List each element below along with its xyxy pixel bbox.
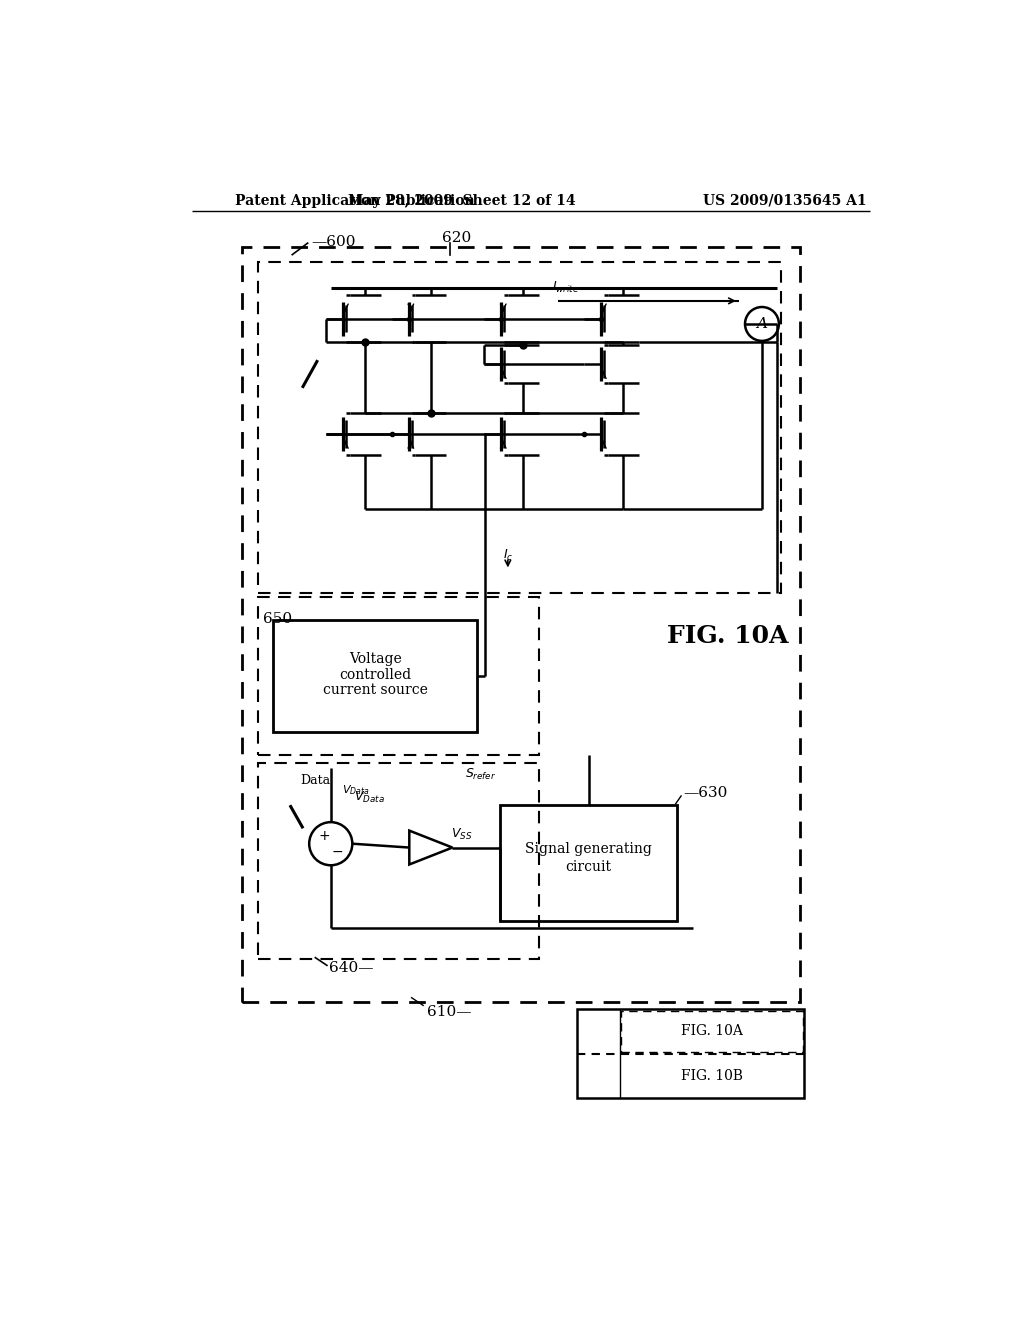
Text: Signal generating: Signal generating	[525, 842, 652, 857]
Text: $V_{Data}$: $V_{Data}$	[342, 783, 370, 797]
Text: $I_{write}$: $I_{write}$	[552, 280, 580, 294]
Text: FIG. 10A: FIG. 10A	[667, 624, 788, 648]
Text: 610—: 610—	[427, 1005, 471, 1019]
Text: 640—: 640—	[330, 961, 374, 975]
Text: —600: —600	[311, 235, 356, 248]
Text: $S_{refer}$: $S_{refer}$	[465, 767, 497, 781]
Text: Voltage: Voltage	[348, 652, 401, 667]
Text: Data: Data	[300, 774, 331, 787]
Text: circuit: circuit	[565, 859, 611, 874]
Text: 620: 620	[442, 231, 472, 244]
Text: −: −	[331, 845, 343, 858]
Text: $V_{Data}$: $V_{Data}$	[354, 789, 385, 805]
Text: May 28, 2009  Sheet 12 of 14: May 28, 2009 Sheet 12 of 14	[348, 194, 575, 207]
Text: +: +	[318, 829, 331, 843]
Text: controlled: controlled	[339, 668, 411, 681]
Text: A: A	[757, 317, 767, 331]
Text: —630: —630	[683, 785, 728, 800]
Text: $V_{SS}$: $V_{SS}$	[451, 826, 472, 842]
Text: US 2009/0135645 A1: US 2009/0135645 A1	[703, 194, 867, 207]
Text: Patent Application Publication: Patent Application Publication	[234, 194, 474, 207]
Text: FIG. 10B: FIG. 10B	[681, 1069, 742, 1082]
Text: FIG. 10A: FIG. 10A	[681, 1024, 742, 1039]
Text: $I_c$: $I_c$	[503, 548, 513, 562]
Text: 650: 650	[263, 612, 292, 626]
Text: current source: current source	[323, 682, 427, 697]
